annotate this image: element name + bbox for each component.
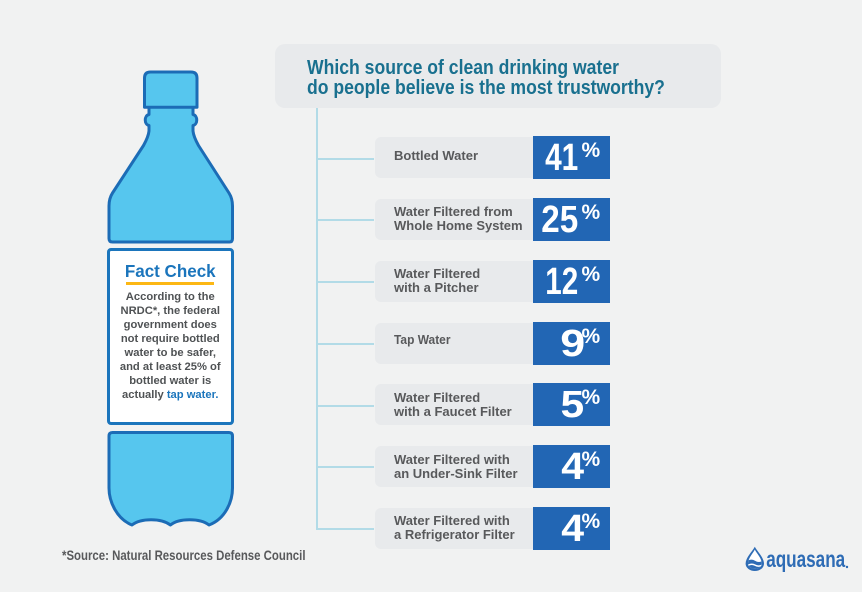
- svg-text:aquasana: aquasana: [766, 546, 846, 572]
